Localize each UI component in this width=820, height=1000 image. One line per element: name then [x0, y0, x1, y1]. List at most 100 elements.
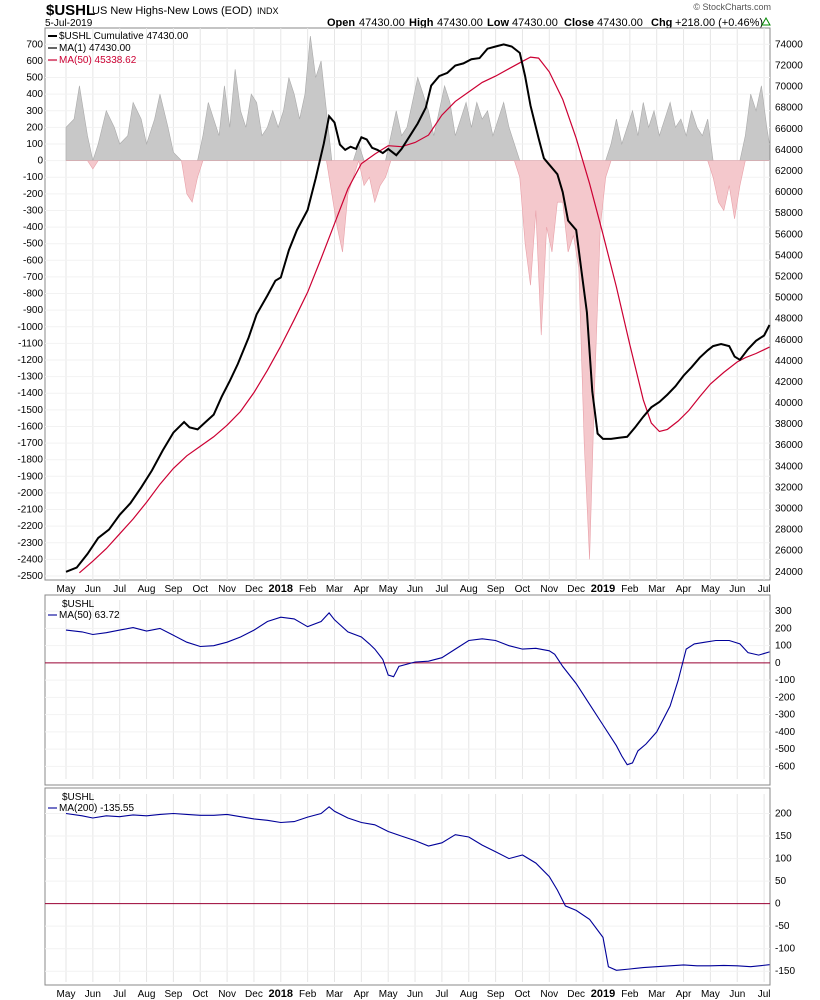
right-tick-label: 24000 — [775, 567, 803, 578]
x-tick-label: Oct — [192, 584, 208, 595]
right-tick-label: 50000 — [775, 293, 803, 304]
left-tick-label: 100 — [26, 139, 43, 150]
left-tick-label: -1000 — [17, 322, 43, 333]
sub-right-tick-label: -200 — [775, 692, 795, 703]
x-tick-label: Dec — [567, 584, 585, 595]
x-tick-label: Jun — [729, 989, 745, 1000]
x-tick-label: Dec — [567, 989, 585, 1000]
legend-label: MA(1) 47430.00 — [59, 43, 131, 54]
left-tick-label: -200 — [23, 189, 43, 200]
bottom-series — [65, 806, 770, 971]
x-tick-label: Jun — [729, 584, 745, 595]
left-tick-label: -1500 — [17, 405, 43, 416]
x-tick-label: May — [379, 584, 398, 595]
left-tick-label: 200 — [26, 122, 43, 133]
right-tick-label: 34000 — [775, 461, 803, 472]
sub-right-tick-label: 150 — [775, 831, 792, 842]
x-tick-label: Apr — [676, 584, 692, 595]
right-tick-label: 38000 — [775, 419, 803, 430]
left-tick-label: -1300 — [17, 372, 43, 383]
right-tick-label: 72000 — [775, 61, 803, 72]
left-tick-label: -300 — [23, 205, 43, 216]
x-tick-label: Jul — [758, 989, 771, 1000]
bottom-right-ticks: 200 150 100 50 0 -50 -100 -150 — [775, 809, 795, 978]
sub-right-tick-label: 0 — [775, 899, 781, 910]
sub-right-tick-label: 100 — [775, 854, 792, 865]
x-tick-label: May — [57, 989, 76, 1000]
x-tick-label: Apr — [354, 989, 370, 1000]
close-label: Close — [564, 17, 594, 29]
x-tick-label: Apr — [354, 584, 370, 595]
close-value: 47430.00 — [597, 17, 643, 29]
right-tick-label: 48000 — [775, 314, 803, 325]
header-date: 5-Jul-2019 — [45, 18, 93, 29]
header-symbol: $USHL — [46, 2, 95, 19]
right-tick-label: 42000 — [775, 377, 803, 388]
right-tick-label: 62000 — [775, 166, 803, 177]
right-tick-label: 40000 — [775, 398, 803, 409]
right-tick-label: 60000 — [775, 187, 803, 198]
histogram-negative — [66, 159, 770, 560]
right-tick-label: 28000 — [775, 525, 803, 536]
middle-panel-frame — [44, 594, 771, 786]
right-tick-label: 70000 — [775, 82, 803, 93]
right-tick-label: 36000 — [775, 440, 803, 451]
x-tick-label: Sep — [487, 584, 505, 595]
left-tick-label: 600 — [26, 56, 43, 67]
left-tick-label: -1600 — [17, 421, 43, 432]
bottom-x-ticks: May Jun Jul Aug Sep Oct Nov Dec 2018 Feb Mar Apr May… — [57, 988, 771, 1000]
sub-right-tick-label: -100 — [775, 944, 795, 955]
left-tick-label: -1700 — [17, 438, 43, 449]
right-tick-label: 44000 — [775, 356, 803, 367]
right-tick-label: 68000 — [775, 103, 803, 114]
watermark: © StockCharts.com — [693, 2, 771, 12]
sub-right-tick-label: -150 — [775, 966, 795, 977]
left-tick-label: -1900 — [17, 471, 43, 482]
x-tick-label: Mar — [648, 584, 666, 595]
left-tick-label: 500 — [26, 73, 43, 84]
middle-right-ticks: 300 200 100 0 -100 -200 -300 -400 -500 -600 — [775, 606, 795, 772]
left-tick-label: -2000 — [17, 488, 43, 499]
left-tick-label: -2300 — [17, 538, 43, 549]
up-arrow-icon — [761, 16, 771, 26]
legend-label: MA(50) 45338.62 — [59, 55, 137, 66]
open-value: 47430.00 — [359, 17, 405, 29]
x-tick-label: Jul — [436, 584, 449, 595]
x-tick-label: Oct — [515, 584, 531, 595]
sub-series-line — [65, 612, 770, 766]
x-tick-label: Jun — [85, 584, 101, 595]
sub-right-tick-label: -500 — [775, 744, 795, 755]
legend-label: $USHL Cumulative 47430.00 — [59, 31, 189, 42]
left-tick-label: -2400 — [17, 554, 43, 565]
sub-right-tick-label: 100 — [775, 641, 792, 652]
left-tick-label: -1100 — [18, 338, 43, 349]
bottom-grid — [45, 794, 770, 982]
right-tick-label: 52000 — [775, 271, 803, 282]
chg-label: Chg — [651, 17, 672, 29]
x-tick-label: 2019 — [591, 988, 615, 1000]
x-tick-label: May — [379, 989, 398, 1000]
x-tick-label: Dec — [245, 989, 263, 1000]
left-tick-label: -2200 — [17, 521, 43, 532]
left-tick-label: -700 — [23, 272, 43, 283]
left-tick-label: 400 — [26, 89, 43, 100]
left-tick-label: -400 — [23, 222, 43, 233]
x-tick-label: Oct — [192, 989, 208, 1000]
right-tick-label: 74000 — [775, 39, 803, 50]
left-tick-label: -600 — [23, 255, 43, 266]
main-panel: 700 600 500 400 300 200 100 0 -100 -200 -300 -400 -5… — [17, 27, 803, 595]
low-value: 47430.00 — [512, 17, 558, 29]
x-tick-label: Aug — [460, 989, 478, 1000]
main-panel-frame — [44, 27, 771, 581]
right-tick-label: 46000 — [775, 335, 803, 346]
right-tick-label: 66000 — [775, 124, 803, 135]
main-x-ticks: May Jun Jul Aug Sep Oct Nov Dec 2018 Feb Mar Apr May… — [57, 583, 771, 595]
x-tick-label: Nov — [218, 584, 236, 595]
sub-right-tick-label: 200 — [775, 809, 792, 820]
x-tick-label: May — [701, 584, 720, 595]
left-tick-label: -900 — [23, 305, 43, 316]
header-exchange: INDX — [257, 6, 279, 16]
x-tick-label: Dec — [245, 584, 263, 595]
